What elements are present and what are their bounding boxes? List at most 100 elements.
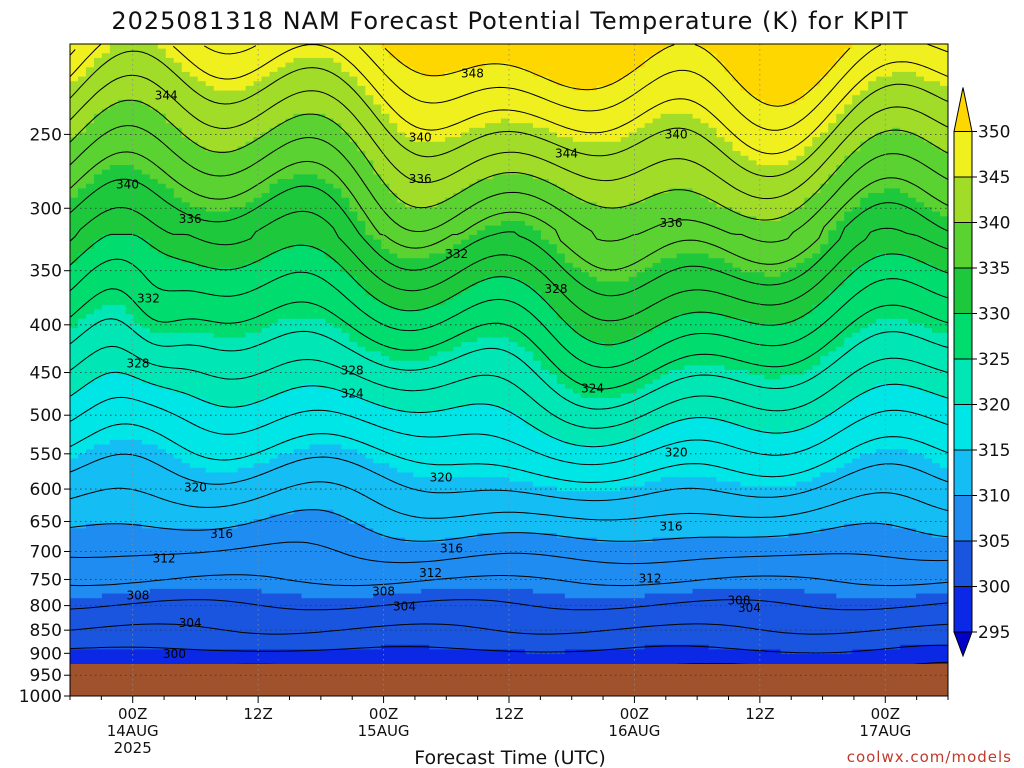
- contour-band: [916, 533, 925, 595]
- contour-band: [477, 402, 486, 478]
- contour-band: [309, 44, 319, 59]
- contour-band: [836, 57, 845, 115]
- contour-band: [572, 491, 582, 539]
- contour-band: [820, 472, 829, 529]
- contour-band: [564, 598, 574, 651]
- contour-band: [844, 523, 853, 599]
- contour-band: [636, 542, 646, 599]
- contour-band: [636, 67, 646, 129]
- contour-band: [884, 598, 893, 651]
- contour-band: [237, 146, 247, 208]
- contour-band: [213, 337, 223, 408]
- contour-band: [660, 44, 670, 50]
- contour-band: [596, 598, 606, 651]
- contour-band: [596, 491, 606, 543]
- contour-band: [261, 593, 271, 651]
- contour-label: 320: [184, 481, 207, 495]
- contour-band: [477, 281, 486, 338]
- contour-band: [620, 486, 630, 543]
- contour-band: [229, 44, 239, 92]
- contour-band: [509, 67, 518, 124]
- contour-band: [884, 253, 893, 320]
- contour-band: [141, 593, 151, 651]
- contour-band: [93, 598, 103, 651]
- contour-band: [924, 393, 933, 460]
- isotherm-line: [70, 574, 948, 587]
- contour-band: [429, 304, 438, 357]
- contour-band: [708, 258, 718, 315]
- contour-band: [229, 337, 239, 408]
- contour-band: [628, 337, 638, 394]
- contour-label: 320: [665, 445, 688, 459]
- contour-band: [245, 588, 255, 651]
- contour-band: [828, 593, 837, 655]
- contour-band: [892, 71, 901, 129]
- contour-band: [796, 262, 805, 320]
- contour-band: [309, 444, 319, 511]
- contour-band: [349, 342, 358, 394]
- contour-band: [876, 318, 885, 385]
- contour-band: [684, 537, 694, 595]
- contour-band: [916, 262, 925, 325]
- contour-band: [445, 137, 454, 199]
- contour-band: [429, 207, 438, 255]
- contour-band: [469, 183, 478, 236]
- contour-band: [924, 81, 933, 143]
- grid-lines: [70, 44, 948, 696]
- contour-band: [165, 388, 175, 455]
- contour-band: [612, 81, 622, 143]
- contour-band: [221, 588, 231, 651]
- contour-band: [836, 346, 845, 408]
- contour-band: [604, 281, 614, 348]
- contour-band: [125, 374, 135, 441]
- contour-band: [524, 351, 534, 427]
- contour-band: [884, 318, 893, 385]
- contour-band: [85, 449, 95, 525]
- contour-band: [852, 207, 861, 269]
- contour-band: [732, 44, 742, 82]
- contour-band: [700, 588, 710, 646]
- contour-band: [868, 453, 877, 525]
- contour-band: [325, 598, 334, 651]
- contour-band: [660, 374, 670, 427]
- contour-band: [556, 383, 566, 441]
- contour-band: [293, 449, 303, 511]
- contour-band: [381, 48, 390, 115]
- colorbar: 295 300 305 310 315 320 325 330 335 340 345 350: [953, 87, 1010, 658]
- contour-band: [245, 141, 255, 203]
- isotherm-line: [70, 509, 948, 542]
- contour-band: [540, 44, 550, 78]
- contour-band: [836, 598, 845, 655]
- contour-band: [676, 188, 686, 255]
- contour-band: [612, 281, 622, 343]
- contour-band: [157, 388, 167, 450]
- contour-band: [620, 598, 630, 651]
- contour-band: [357, 598, 366, 651]
- contour-band: [796, 430, 805, 483]
- contour-band: [604, 346, 614, 399]
- contour-band: [285, 44, 295, 64]
- y-tick-label: 800: [30, 597, 62, 617]
- contour-band: [580, 272, 590, 338]
- contour-band: [652, 118, 662, 194]
- contour-band: [564, 491, 574, 539]
- contour-band: [133, 99, 143, 171]
- x-tick-label: 16AUG: [608, 722, 660, 740]
- contour-band: [189, 528, 199, 590]
- contour-band: [708, 127, 718, 203]
- contour-band: [852, 458, 861, 525]
- contour-band: [524, 533, 534, 590]
- contour-band: [205, 402, 215, 474]
- contour-band: [612, 207, 622, 283]
- contour-band: [740, 318, 750, 371]
- isotherm-line: [384, 44, 851, 107]
- contour-band: [724, 370, 734, 422]
- contour-band: [868, 258, 877, 325]
- contour-band: [708, 314, 718, 366]
- contour-band: [524, 286, 534, 352]
- contour-band: [636, 435, 646, 488]
- contour-band: [516, 416, 526, 483]
- credit-text: coolwx.com/models: [847, 748, 1012, 766]
- contour-band: [221, 90, 231, 152]
- contour-band: [421, 141, 430, 208]
